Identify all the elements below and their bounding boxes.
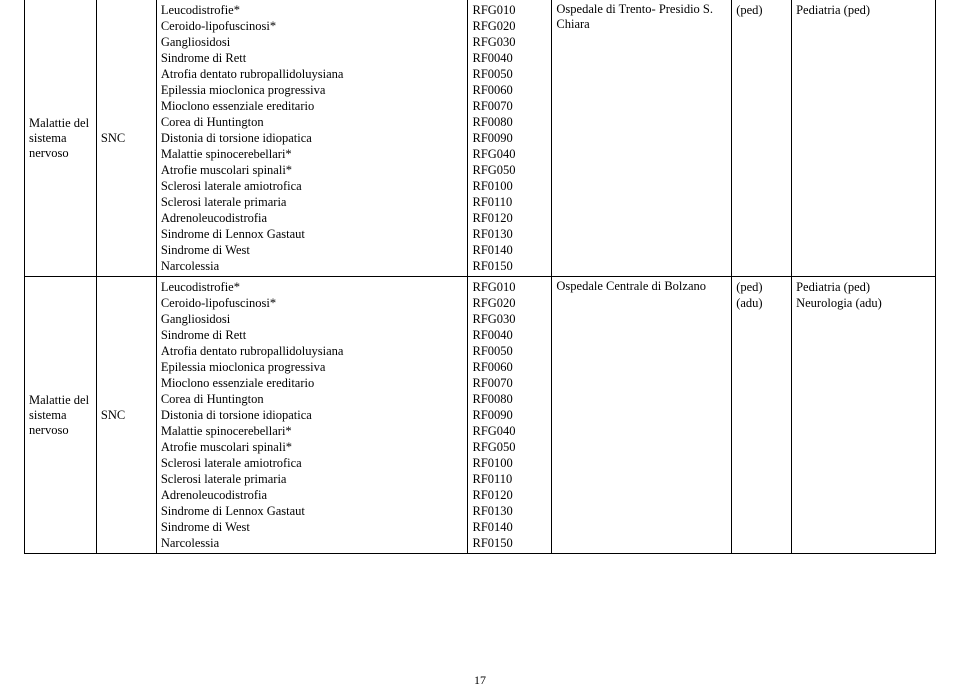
- disease-name: Sindrome di Rett: [161, 327, 464, 343]
- disease-code: RF0080: [472, 114, 547, 130]
- disease-code: RFG020: [472, 18, 547, 34]
- disease-code: RF0060: [472, 82, 547, 98]
- disease-code: RF0050: [472, 66, 547, 82]
- disease-code: RF0070: [472, 375, 547, 391]
- table-row: Malattie del sistema nervosoSNCLeucodist…: [25, 0, 936, 277]
- flags-cell: (ped): [732, 0, 792, 277]
- category-cell: Malattie del sistema nervoso: [25, 277, 97, 554]
- disease-code: RFG050: [472, 162, 547, 178]
- spec: Pediatria (ped): [796, 2, 931, 18]
- disease-code: RF0130: [472, 503, 547, 519]
- spec: Neurologia (adu): [796, 295, 931, 311]
- disease-name: Sclerosi laterale primaria: [161, 471, 464, 487]
- disease-code: RF0050: [472, 343, 547, 359]
- code-list-cell: RFG010RFG020RFG030RF0040RF0050RF0060RF00…: [468, 0, 552, 277]
- page-number: 17: [0, 673, 960, 688]
- disease-code: RF0110: [472, 194, 547, 210]
- disease-code: RF0110: [472, 471, 547, 487]
- disease-code: RF0100: [472, 178, 547, 194]
- spec-cell: Pediatria (ped)Neurologia (adu): [792, 277, 936, 554]
- disease-name: Ceroido-lipofuscinosi*: [161, 295, 464, 311]
- disease-code: RF0140: [472, 519, 547, 535]
- disease-code: RF0150: [472, 258, 547, 274]
- disease-name: Atrofie muscolari spinali*: [161, 439, 464, 455]
- disease-name: Distonia di torsione idiopatica: [161, 130, 464, 146]
- hospital-cell: Ospedale di Trento- Presidio S. Chiara: [552, 0, 732, 277]
- disease-code: RF0040: [472, 327, 547, 343]
- flag: (adu): [736, 295, 787, 311]
- disease-name: Sclerosi laterale amiotrofica: [161, 455, 464, 471]
- disease-name: Malattie spinocerebellari*: [161, 423, 464, 439]
- disease-name: Corea di Huntington: [161, 391, 464, 407]
- disease-code: RF0120: [472, 210, 547, 226]
- disease-code: RFG040: [472, 423, 547, 439]
- disease-code: RF0140: [472, 242, 547, 258]
- disease-name: Leucodistrofie*: [161, 2, 464, 18]
- disease-name: Narcolessia: [161, 258, 464, 274]
- disease-name: Corea di Huntington: [161, 114, 464, 130]
- category-cell: Malattie del sistema nervoso: [25, 0, 97, 277]
- disease-list-cell: Leucodistrofie*Ceroido-lipofuscinosi*Gan…: [156, 277, 468, 554]
- disease-code: RFG020: [472, 295, 547, 311]
- table-row: Malattie del sistema nervosoSNCLeucodist…: [25, 277, 936, 554]
- disease-table: Malattie del sistema nervosoSNCLeucodist…: [24, 0, 936, 554]
- disease-code: RF0090: [472, 130, 547, 146]
- disease-name: Malattie spinocerebellari*: [161, 146, 464, 162]
- disease-name: Sindrome di West: [161, 519, 464, 535]
- disease-code: RF0130: [472, 226, 547, 242]
- disease-code: RFG010: [472, 2, 547, 18]
- disease-name: Adrenoleucodistrofia: [161, 487, 464, 503]
- disease-code: RF0100: [472, 455, 547, 471]
- disease-code: RFG040: [472, 146, 547, 162]
- flag: (ped): [736, 2, 787, 18]
- subcategory-cell: SNC: [96, 277, 156, 554]
- disease-code: RF0090: [472, 407, 547, 423]
- disease-code: RF0080: [472, 391, 547, 407]
- flags-cell: (ped)(adu): [732, 277, 792, 554]
- disease-code: RF0150: [472, 535, 547, 551]
- disease-name: Atrofia dentato rubropallidoluysiana: [161, 343, 464, 359]
- disease-name: Gangliosidosi: [161, 311, 464, 327]
- disease-name: Sindrome di Rett: [161, 50, 464, 66]
- disease-name: Sindrome di Lennox Gastaut: [161, 226, 464, 242]
- disease-name: Epilessia mioclonica progressiva: [161, 82, 464, 98]
- disease-name: Ceroido-lipofuscinosi*: [161, 18, 464, 34]
- spec-cell: Pediatria (ped): [792, 0, 936, 277]
- spec: Pediatria (ped): [796, 279, 931, 295]
- disease-code: RFG030: [472, 311, 547, 327]
- disease-name: Sclerosi laterale amiotrofica: [161, 178, 464, 194]
- hospital-cell: Ospedale Centrale di Bolzano: [552, 277, 732, 554]
- disease-code: RF0120: [472, 487, 547, 503]
- disease-name: Leucodistrofie*: [161, 279, 464, 295]
- disease-name: Distonia di torsione idiopatica: [161, 407, 464, 423]
- disease-name: Adrenoleucodistrofia: [161, 210, 464, 226]
- disease-list-cell: Leucodistrofie*Ceroido-lipofuscinosi*Gan…: [156, 0, 468, 277]
- subcategory-cell: SNC: [96, 0, 156, 277]
- disease-code: RFG030: [472, 34, 547, 50]
- disease-code: RF0060: [472, 359, 547, 375]
- disease-name: Atrofia dentato rubropallidoluysiana: [161, 66, 464, 82]
- disease-name: Sindrome di Lennox Gastaut: [161, 503, 464, 519]
- disease-name: Sclerosi laterale primaria: [161, 194, 464, 210]
- disease-name: Mioclono essenziale ereditario: [161, 98, 464, 114]
- disease-name: Atrofie muscolari spinali*: [161, 162, 464, 178]
- code-list-cell: RFG010RFG020RFG030RF0040RF0050RF0060RF00…: [468, 277, 552, 554]
- disease-code: RFG010: [472, 279, 547, 295]
- disease-name: Narcolessia: [161, 535, 464, 551]
- disease-name: Gangliosidosi: [161, 34, 464, 50]
- disease-name: Sindrome di West: [161, 242, 464, 258]
- disease-name: Epilessia mioclonica progressiva: [161, 359, 464, 375]
- disease-code: RFG050: [472, 439, 547, 455]
- disease-name: Mioclono essenziale ereditario: [161, 375, 464, 391]
- disease-code: RF0040: [472, 50, 547, 66]
- disease-code: RF0070: [472, 98, 547, 114]
- flag: (ped): [736, 279, 787, 295]
